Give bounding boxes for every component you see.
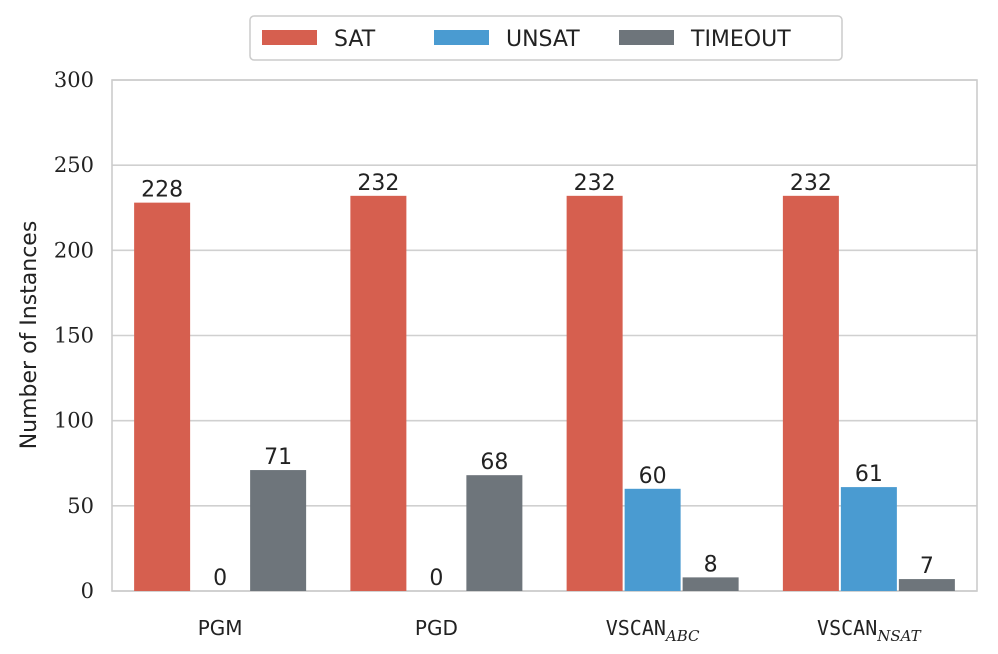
bar-timeout [466, 475, 523, 591]
y-tick-label: 300 [54, 68, 94, 92]
bar-timeout [682, 577, 739, 591]
legend-swatch-unsat [434, 30, 489, 45]
bar-unsat [624, 488, 681, 591]
y-axis-label: Number of Instances [17, 221, 42, 450]
data-label: 68 [480, 450, 508, 475]
y-tick-label: 100 [54, 409, 94, 433]
data-label: 8 [704, 552, 718, 577]
data-label: 232 [357, 171, 399, 196]
y-tick-label: 150 [54, 324, 94, 348]
data-label: 232 [790, 171, 832, 196]
bar-unsat [840, 487, 897, 591]
data-label: 0 [213, 566, 227, 591]
x-tick-label: PGD [415, 616, 458, 640]
data-label: 71 [264, 445, 292, 470]
data-label: 228 [141, 178, 183, 203]
x-tick-label: VSCANNSAT [817, 616, 922, 645]
y-tick-label: 0 [81, 579, 94, 603]
data-label: 0 [429, 566, 443, 591]
x-tick-label-main: PGD [415, 616, 458, 640]
data-label: 61 [855, 462, 883, 487]
y-tick-label: 250 [54, 153, 94, 177]
x-tick-label-main: VSCAN [606, 616, 666, 640]
plot-frame [111, 79, 978, 592]
data-label: 60 [639, 464, 667, 489]
legend-label: SAT [334, 27, 376, 52]
bar-sat [782, 195, 839, 591]
legend-label: UNSAT [506, 27, 580, 52]
x-tick-label-main: VSCAN [817, 616, 877, 640]
y-tick-label: 200 [54, 238, 94, 262]
y-axis-ticks: 0 50 100 150 200 250 300 [54, 68, 94, 603]
x-tick-label-main: PGM [198, 616, 243, 640]
data-label: 7 [920, 554, 934, 579]
x-tick-label: VSCANABC [606, 616, 700, 645]
legend: SAT UNSAT TIMEOUT [249, 15, 843, 61]
bar-sat [566, 195, 623, 591]
x-axis-ticks: PGM PGD VSCANABC VSCANNSAT [198, 616, 922, 645]
bar-timeout [250, 470, 307, 591]
bar-timeout [898, 579, 955, 591]
x-tick-label-subscript: NSAT [876, 627, 921, 645]
x-tick-label: PGM [198, 616, 243, 640]
legend-label: TIMEOUT [690, 27, 791, 52]
bars: 228 0 71 232 0 68 232 60 8 232 61 7 [134, 171, 955, 591]
legend-swatch-sat [262, 30, 317, 45]
y-tick-label: 50 [67, 494, 94, 518]
bar-sat [134, 202, 191, 591]
legend-swatch-timeout [619, 30, 674, 45]
data-label: 232 [574, 171, 616, 196]
x-tick-label-subscript: ABC [664, 627, 700, 645]
bar-sat [350, 195, 407, 591]
legend-frame [249, 15, 843, 61]
